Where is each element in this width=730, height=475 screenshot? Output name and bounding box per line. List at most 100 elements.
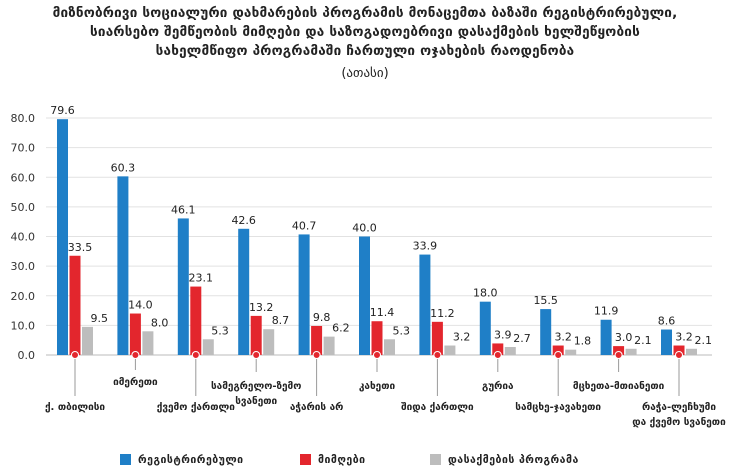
data-label: 23.1 — [189, 272, 214, 285]
bar-registered-3 — [238, 228, 250, 355]
y-tick-label: 80.0 — [11, 112, 36, 125]
data-label: 5.3 — [211, 324, 229, 337]
bar-registered-0 — [57, 119, 68, 355]
data-label: 8.0 — [151, 316, 169, 329]
data-label: 1.8 — [574, 335, 592, 348]
data-label: 2.1 — [695, 334, 713, 347]
chart-title: მიზნობრივი სოციალური დახმარების პროგრამი… — [0, 4, 730, 61]
bar-recipients-8 — [552, 345, 564, 355]
data-label: 8.6 — [658, 315, 676, 328]
category-marker — [554, 351, 563, 359]
category-marker — [493, 351, 502, 359]
bar-registered-6 — [419, 254, 431, 355]
bar-registered-4 — [298, 234, 310, 355]
data-label: 40.0 — [352, 222, 377, 235]
data-label: 3.0 — [615, 331, 633, 344]
bar-registered-2 — [177, 218, 189, 355]
category-marker — [433, 351, 442, 359]
bar-recipients-10 — [673, 345, 685, 355]
bar-employment-5 — [384, 339, 395, 355]
data-label: 5.3 — [393, 324, 411, 337]
data-label: 79.6 — [50, 104, 75, 117]
data-label: 11.9 — [594, 305, 619, 318]
data-label: 11.4 — [370, 306, 395, 319]
legend-swatch-0 — [120, 454, 131, 465]
chart-title-line-3: სახელმწიფო პროგრამაში ჩართული ოჯახების რ… — [155, 43, 575, 59]
data-label: 2.1 — [634, 334, 652, 347]
data-label: 6.2 — [332, 322, 350, 335]
data-label: 11.2 — [430, 307, 455, 320]
data-label: 13.2 — [249, 301, 274, 314]
bar-employment-3 — [263, 329, 275, 355]
bar-recipients-1 — [129, 313, 141, 355]
bar-recipients-2 — [190, 286, 202, 355]
bar-employment-6 — [444, 345, 456, 355]
category-label: მცხეთა-მთიანეთი — [573, 380, 665, 392]
legend-label-0: რეგისტრირებული — [138, 454, 244, 466]
bar-employment-0 — [82, 326, 93, 355]
y-tick-label: 10.0 — [11, 319, 36, 332]
y-tick-label: 70.0 — [11, 142, 36, 155]
data-label: 15.5 — [533, 294, 558, 307]
category-label: სამეგრელო-ზემო სვანეთი — [211, 380, 301, 407]
bar-recipients-4 — [311, 325, 323, 355]
bar-recipients-3 — [250, 315, 262, 355]
data-label: 3.9 — [494, 328, 512, 341]
category-label: კახეთი — [359, 380, 396, 392]
bar-employment-1 — [142, 331, 154, 355]
category-marker — [131, 351, 140, 359]
bar-recipients-9 — [613, 346, 625, 355]
data-label: 33.9 — [413, 240, 438, 253]
bar-registered-9 — [600, 319, 612, 355]
bar-registered-10 — [661, 329, 672, 355]
y-tick-label: 50.0 — [11, 201, 36, 214]
legend-label-1: მიმღები — [318, 454, 366, 466]
data-label: 9.5 — [91, 312, 109, 325]
y-tick-label: 0.0 — [18, 349, 36, 362]
category-marker — [312, 351, 321, 359]
category-label: შიდა ქართლი — [401, 401, 474, 413]
data-label: 8.7 — [272, 314, 290, 327]
bar-employment-2 — [202, 339, 214, 355]
data-label: 9.8 — [313, 311, 331, 324]
category-marker — [373, 351, 381, 359]
chart-title-line-1: მიზნობრივი სოციალური დახმარების პროგრამი… — [52, 5, 678, 21]
data-label: 3.2 — [453, 331, 471, 344]
data-label: 3.2 — [554, 331, 572, 344]
data-label: 18.0 — [473, 287, 498, 300]
bar-recipients-0 — [69, 255, 81, 355]
legend-swatch-1 — [300, 454, 311, 465]
bar-registered-1 — [117, 176, 129, 355]
category-marker — [71, 351, 79, 359]
category-label: იმერეთი — [113, 376, 158, 388]
bar-registered-8 — [540, 309, 552, 355]
data-label: 2.7 — [513, 332, 531, 345]
data-label: 60.3 — [111, 161, 136, 174]
data-label: 33.5 — [68, 241, 93, 254]
category-marker — [614, 351, 623, 359]
bar-employment-7 — [504, 347, 516, 355]
chart-subtitle: (ათასი) — [341, 66, 389, 81]
bar-recipients-5 — [371, 321, 383, 355]
data-label: 46.1 — [171, 203, 196, 216]
category-marker — [675, 351, 683, 359]
data-label: 3.2 — [675, 331, 693, 344]
y-tick-label: 20.0 — [11, 290, 36, 303]
category-label: ქ. თბილისი — [45, 401, 105, 413]
category-marker — [191, 351, 200, 359]
category-label: აჭარის არ — [290, 401, 344, 413]
bar-employment-4 — [323, 336, 335, 355]
y-tick-label: 60.0 — [11, 171, 36, 184]
y-tick-label: 40.0 — [11, 231, 36, 244]
data-label: 42.6 — [231, 214, 256, 227]
bar-recipients-7 — [492, 343, 504, 355]
data-label: 40.7 — [292, 219, 317, 232]
category-label: რაჭა-ლეჩხუმი და ქვემო სვანეთი — [632, 401, 726, 428]
bar-employment-8 — [565, 349, 577, 355]
y-tick-label: 30.0 — [11, 260, 36, 273]
chart-title-line-2: სიარსებო შემწეობის მიმღები და საზოგადოებ… — [90, 24, 640, 40]
bar-registered-5 — [359, 236, 370, 355]
legend-swatch-2 — [430, 454, 441, 465]
bar-registered-7 — [479, 301, 491, 355]
